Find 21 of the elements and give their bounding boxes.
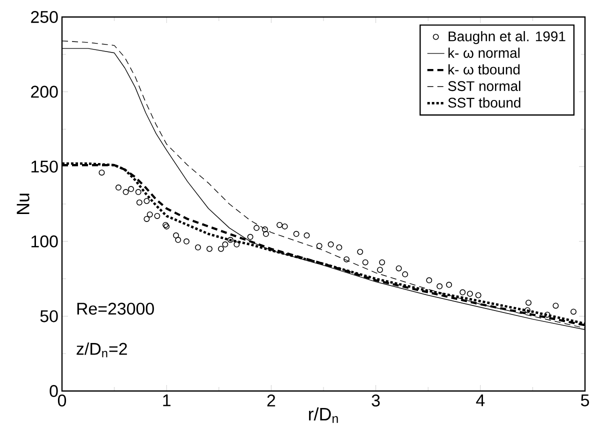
y-tick-label: 0 <box>50 385 58 397</box>
x-tick-label: 0 <box>58 394 66 407</box>
x-tick-label: 1 <box>163 394 170 406</box>
annotation: Re=23000 <box>77 302 154 315</box>
x-tick-label: 4 <box>476 394 485 406</box>
y-axis-title: Nu <box>16 194 30 214</box>
y-tick-label: 100 <box>32 235 58 248</box>
y-tick-label: 150 <box>32 160 58 173</box>
x-tick-label: 5 <box>580 394 589 406</box>
x-axis-title: r/D$_{n}$ <box>308 407 338 423</box>
x-tick-label: 3 <box>372 394 380 407</box>
legend-label: k- ω tbound <box>448 64 520 74</box>
y-tick-label: 50 <box>40 310 58 322</box>
legend-label: k- ω normal <box>448 48 520 58</box>
annotation: z/D$_{n}$=2 <box>76 342 127 358</box>
y-tick-label: 250 <box>31 11 58 23</box>
y-tick-label: 200 <box>31 86 58 98</box>
legend-label: SST tbound <box>448 97 520 108</box>
legend-label: SST normal <box>448 80 520 92</box>
x-tick-label: 2 <box>267 394 276 406</box>
legend-label: Baughn et al. 1991 <box>448 31 566 44</box>
